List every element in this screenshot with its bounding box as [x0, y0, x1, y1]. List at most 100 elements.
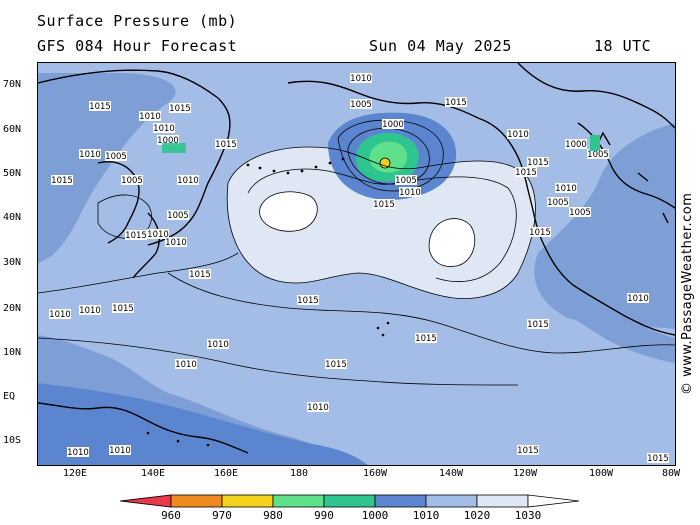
svg-text:1015: 1015 — [373, 200, 395, 210]
isobar-label: 1015 — [515, 167, 537, 178]
svg-text:1015: 1015 — [527, 158, 549, 168]
colorbar-segment — [221, 494, 274, 508]
deep-low-980 — [369, 141, 408, 173]
svg-text:1015: 1015 — [169, 104, 191, 114]
isobar-label: 1010 — [627, 293, 649, 304]
colorbar-label-990: 990 — [314, 509, 334, 522]
isobar-label: 1010 — [307, 402, 329, 413]
isobar-label: 1015 — [527, 157, 549, 168]
isobar-label: 1005 — [105, 151, 127, 162]
high-pressure-core-right — [428, 218, 476, 267]
lon-label-80w: 80W — [661, 468, 681, 479]
colorbar-segment — [374, 494, 427, 508]
svg-text:1005: 1005 — [395, 176, 417, 186]
colorbar-label-1000: 1000 — [361, 509, 389, 522]
isobar-label: 1015 — [529, 227, 551, 238]
isobar-label: 1010 — [507, 129, 529, 140]
lon-label-160w: 160W — [362, 468, 388, 479]
svg-text:1010: 1010 — [67, 448, 89, 458]
svg-text:1015: 1015 — [297, 296, 319, 306]
lat-label-20n: 20N — [3, 303, 22, 314]
lat-label-70n: 70N — [3, 79, 22, 90]
svg-text:1010: 1010 — [399, 188, 421, 198]
svg-text:1000: 1000 — [157, 136, 179, 146]
isobar-label: 1005 — [547, 197, 569, 208]
watermark-text: © www.PassageWeather.com — [680, 192, 695, 395]
isobar-label: 1015 — [215, 139, 237, 150]
isobar-label: 1010 — [153, 123, 175, 134]
isobar-label: 1015 — [125, 230, 147, 241]
isobar-label: 1000 — [382, 119, 404, 130]
colorbar-label-980: 980 — [263, 509, 283, 522]
isobar-label: 1015 — [51, 175, 73, 186]
lon-label-120e: 120E — [62, 468, 88, 479]
isobar-label: 1000 — [157, 135, 179, 146]
kamchatka-low-patch — [162, 143, 186, 153]
lon-label-120w: 120W — [512, 468, 538, 479]
svg-text:1010: 1010 — [627, 294, 649, 304]
isobar-label: 1010 — [165, 237, 187, 248]
svg-text:1010: 1010 — [49, 310, 71, 320]
colorbar-label-960: 960 — [161, 509, 181, 522]
svg-text:1015: 1015 — [125, 231, 147, 241]
lat-label-10n: 10N — [3, 347, 22, 358]
isobar-label: 1015 — [325, 359, 347, 370]
isobar-label: 1015 — [527, 319, 549, 330]
isobar-label: 1015 — [445, 97, 467, 108]
svg-text:1010: 1010 — [307, 403, 329, 413]
svg-text:1010: 1010 — [165, 238, 187, 248]
lon-label-180: 180 — [289, 468, 309, 479]
lat-label-eq: EQ — [3, 391, 16, 402]
svg-text:1005: 1005 — [121, 176, 143, 186]
isobar-label: 1005 — [569, 207, 591, 218]
isobar-label: 1005 — [167, 210, 189, 221]
svg-text:1005: 1005 — [587, 150, 609, 160]
svg-text:1015: 1015 — [527, 320, 549, 330]
lon-label-100w: 100W — [588, 468, 614, 479]
svg-text:1005: 1005 — [547, 198, 569, 208]
forecast-time: 18 UTC — [594, 37, 652, 55]
colorbar-segment — [170, 494, 223, 508]
isobar-label: 1010 — [79, 305, 101, 316]
svg-text:1015: 1015 — [51, 176, 73, 186]
lon-label-160e: 160E — [213, 468, 239, 479]
svg-text:1015: 1015 — [189, 270, 211, 280]
svg-text:1015: 1015 — [215, 140, 237, 150]
svg-text:1015: 1015 — [325, 360, 347, 370]
hudson-low-patch — [590, 135, 600, 151]
svg-text:1010: 1010 — [177, 176, 199, 186]
colorbar-label-1010: 1010 — [412, 509, 440, 522]
lat-label-60n: 60N — [3, 124, 22, 135]
colorbar-label-1020: 1020 — [463, 509, 491, 522]
isobar-label: 1010 — [67, 447, 89, 458]
tropical-low-east — [543, 285, 675, 363]
svg-text:1015: 1015 — [515, 168, 537, 178]
svg-text:1005: 1005 — [569, 208, 591, 218]
lat-label-40n: 40N — [3, 212, 22, 223]
isobar-lines — [38, 119, 675, 386]
isobar-label: 1005 — [350, 99, 372, 110]
colorbar-segment — [323, 494, 376, 508]
svg-text:1015: 1015 — [445, 98, 467, 108]
forecast-hour: GFS 084 Hour Forecast — [37, 37, 238, 55]
isobar-label: 1015 — [373, 199, 395, 210]
colorbar-segment — [425, 494, 478, 508]
svg-text:1015: 1015 — [517, 446, 539, 456]
svg-text:1015: 1015 — [415, 334, 437, 344]
aleutian-islands — [146, 157, 390, 447]
svg-text:1010: 1010 — [139, 112, 161, 122]
high-pressure-core-left — [259, 191, 318, 232]
colorbar-segment — [272, 494, 325, 508]
isobar-label: 1010 — [555, 183, 577, 194]
isobar-label: 1015 — [517, 445, 539, 456]
isobar-label: 1015 — [112, 303, 134, 314]
isobar-label: 1015 — [169, 103, 191, 114]
colorbar-segment — [527, 494, 580, 508]
svg-text:1000: 1000 — [382, 120, 404, 130]
svg-text:1015: 1015 — [529, 228, 551, 238]
isobar-label: 1005 — [587, 149, 609, 160]
colorbar-segment — [120, 494, 172, 508]
svg-text:1005: 1005 — [350, 100, 372, 110]
